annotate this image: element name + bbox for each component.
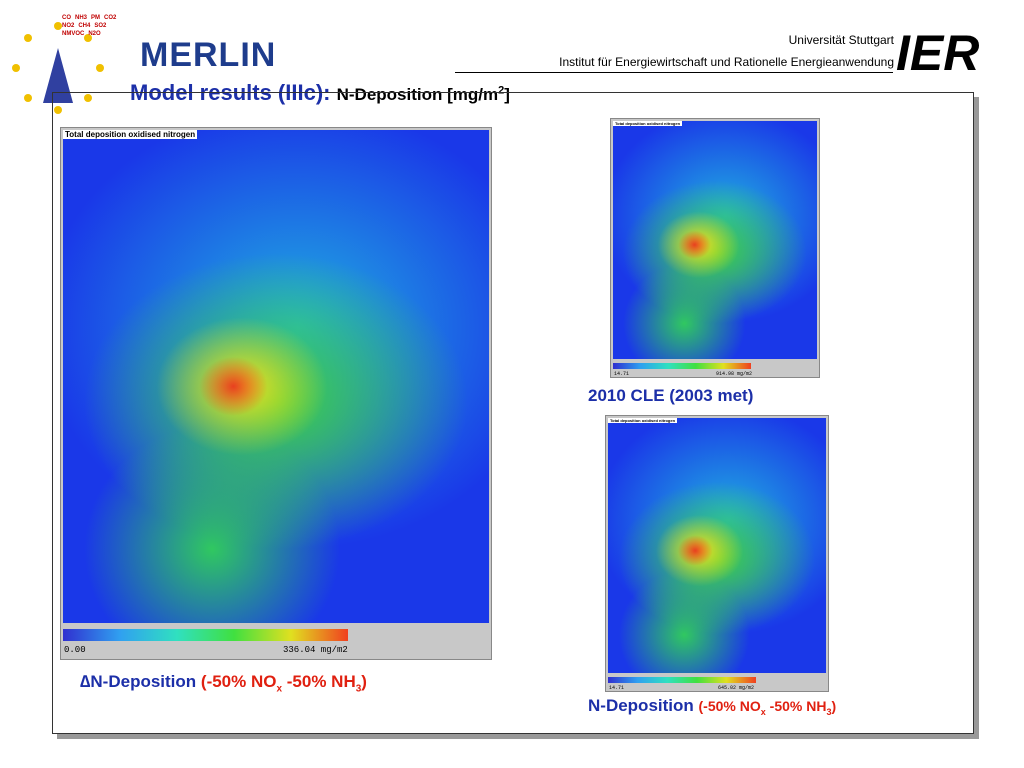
t-end: ] xyxy=(504,85,510,104)
star-ring xyxy=(12,22,104,114)
c: N-Deposition xyxy=(588,696,694,715)
logo-wizard xyxy=(8,18,108,118)
gas-label: NH3 xyxy=(75,15,88,21)
t-sup: 2 xyxy=(498,84,505,97)
university: Universität Stuttgart xyxy=(788,33,894,47)
header-rule xyxy=(455,72,893,73)
map-main: Total deposition oxidised nitrogen 0.00 … xyxy=(60,127,492,660)
caption-2010: 2010 CLE (2003 met) xyxy=(588,386,754,405)
gas-label: N2O xyxy=(88,31,101,37)
map-title: Total deposition oxidised nitrogen xyxy=(613,121,683,126)
c-red: (-50% NOx -50% NH3) xyxy=(698,698,837,717)
gas-label: SO2 xyxy=(94,23,107,29)
map-field xyxy=(63,130,489,623)
color-bar xyxy=(63,629,348,641)
gas-list: CO NH3 PM CO2 NO2 CH4 SO2 NMVOC N2O xyxy=(62,14,132,38)
scale-min: 14.71 xyxy=(614,371,630,377)
scale-min: 14.71 xyxy=(609,685,625,691)
c: -50% NH xyxy=(769,698,827,714)
map-title: Total deposition oxidised nitrogen xyxy=(63,130,198,139)
gas-label: CO2 xyxy=(104,15,117,21)
scale-min: 0.00 xyxy=(64,645,86,655)
map-field xyxy=(608,418,826,673)
caption-reduced: N-Deposition (-50% NOx -50% NH3) xyxy=(588,696,836,717)
c-sub: 3 xyxy=(826,706,832,717)
gas-label: CO xyxy=(62,15,71,21)
caption-main: ∆N-Deposition (-50% NOx -50% NH3) xyxy=(80,672,367,694)
scale-max: 645.02 mg/m2 xyxy=(718,685,755,691)
map-reduced: Total deposition oxidised nitrogen 14.71… xyxy=(605,415,829,692)
c-sub: x xyxy=(276,683,283,695)
c: (-50% NO xyxy=(698,698,761,714)
c: ∆N-Deposition xyxy=(80,672,197,691)
gas-label: PM xyxy=(91,15,101,21)
title-sub: N-Deposition [mg/m2] xyxy=(336,84,510,104)
scale-max: 336.04 mg/m2 xyxy=(283,645,348,655)
scale-max: 914.98 mg/m2 xyxy=(716,371,753,377)
map-title: Total deposition oxidised nitrogen xyxy=(608,418,678,423)
c: -50% NH xyxy=(282,672,356,691)
c-sub: x xyxy=(760,706,766,717)
institute: Institut für Energiewirtschaft und Ratio… xyxy=(559,55,894,69)
c: (-50% NO xyxy=(200,672,277,691)
gas-label: CH4 xyxy=(78,23,91,29)
c-sub: 3 xyxy=(355,683,362,695)
gas-label: NO2 xyxy=(62,23,75,29)
gas-label: NMVOC xyxy=(62,31,85,37)
t: N-Deposition [mg/m xyxy=(336,85,499,104)
map-2010: Total deposition oxidised nitrogen 14.71… xyxy=(610,118,820,378)
map-field xyxy=(613,121,817,359)
c: ) xyxy=(831,698,837,714)
merlin-logo: MERLIN xyxy=(140,36,277,74)
c-red: (-50% NOx -50% NH3) xyxy=(200,672,367,695)
content-frame xyxy=(52,92,974,734)
c: ) xyxy=(361,672,367,691)
color-bar xyxy=(608,677,756,683)
ier-logo: IER xyxy=(896,25,980,81)
color-bar xyxy=(613,363,751,369)
